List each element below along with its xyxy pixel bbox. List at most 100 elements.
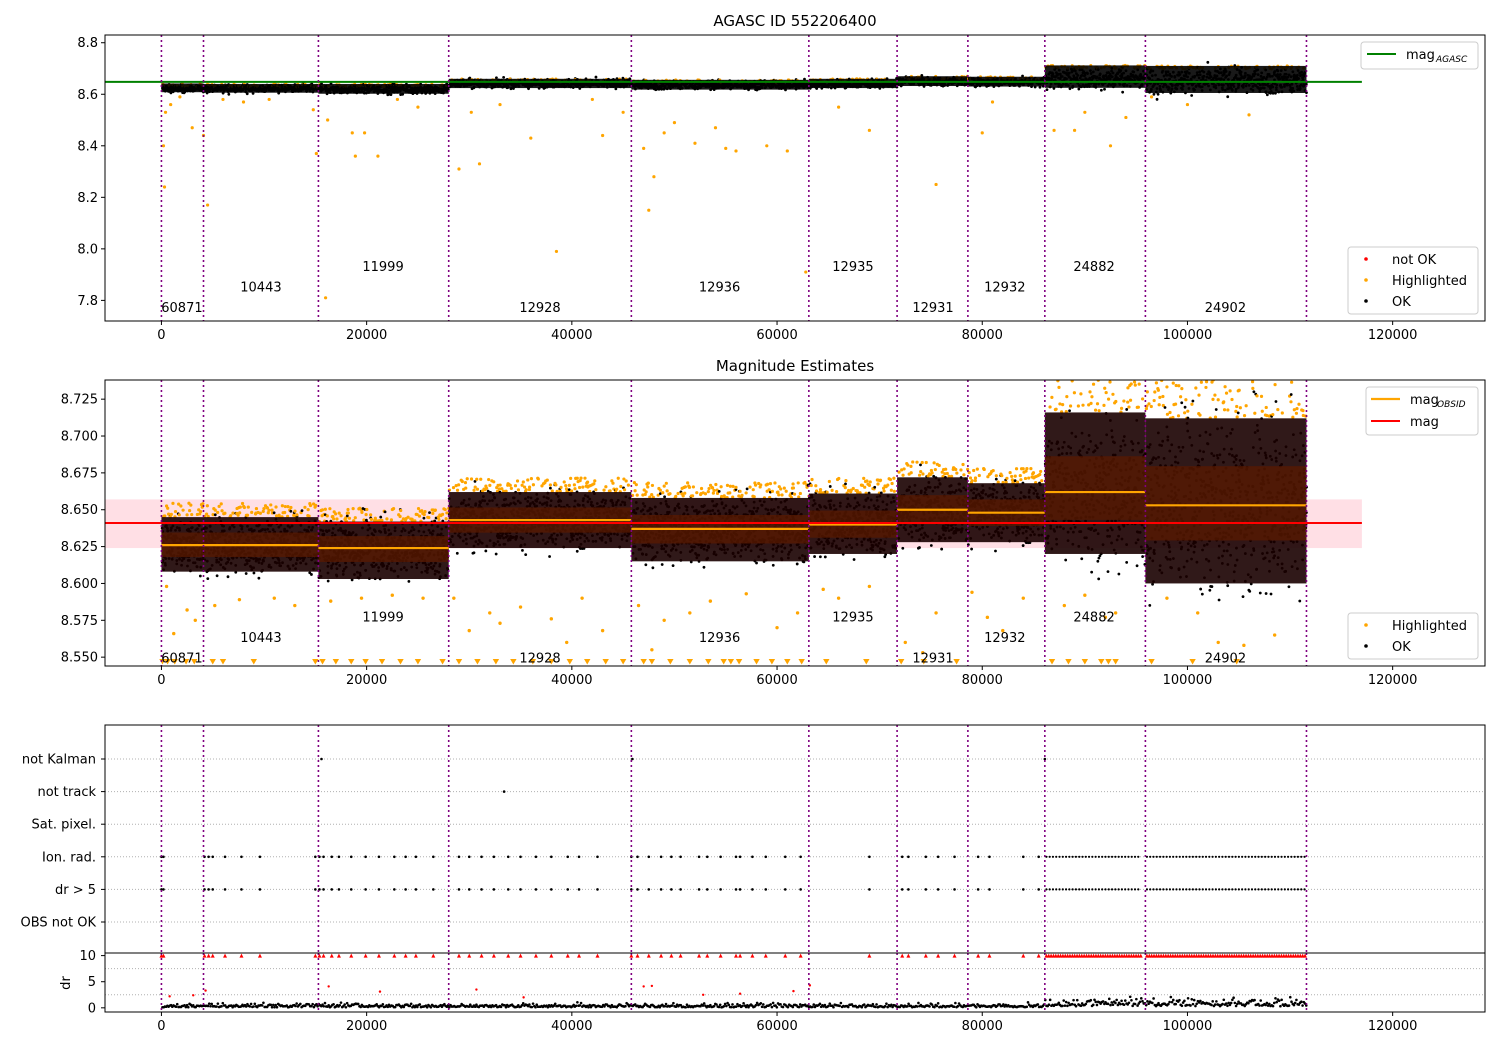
ok-point — [257, 576, 261, 580]
highlighted-point — [223, 511, 227, 515]
agasc-xtick-label: 20000 — [346, 328, 387, 343]
ok-point — [1152, 92, 1156, 96]
agasc-panel: AGASC ID 552206400 608711044311999129281… — [77, 12, 1486, 343]
highlighted-point — [205, 512, 209, 516]
ok-point — [198, 574, 202, 578]
highlighted-point — [346, 511, 350, 515]
legend-upper-box — [1360, 41, 1479, 70]
ok-point — [614, 87, 618, 91]
highlighted-point — [1072, 128, 1077, 132]
agasc-xtick-label: 80000 — [962, 328, 1003, 343]
highlighted-point — [269, 503, 273, 507]
highlighted-point — [161, 144, 166, 148]
highlighted-point — [169, 102, 173, 107]
legend-label: not OK — [1392, 253, 1437, 268]
highlighted-point — [804, 270, 808, 274]
highlighted-point — [934, 182, 938, 187]
ok-point — [1077, 87, 1081, 91]
highlighted-point — [190, 126, 194, 130]
ok-point — [1265, 93, 1269, 97]
highlighted-point — [265, 506, 270, 510]
ok-cloud — [161, 83, 204, 93]
highlighted-point — [258, 511, 262, 515]
highlighted-point — [289, 505, 293, 510]
highlighted-point — [236, 513, 240, 517]
agasc-frame — [104, 34, 1486, 322]
ok-point — [206, 577, 210, 580]
highlighted-point — [335, 517, 339, 521]
ok-point — [920, 74, 924, 77]
legend-mag-agasc-sub: AGASC — [1435, 55, 1468, 65]
highlighted-point — [323, 507, 327, 511]
highlighted-point — [1124, 115, 1128, 120]
highlighted-point — [362, 131, 367, 135]
highlighted-point — [303, 505, 307, 509]
highlighted-point — [713, 126, 718, 130]
highlighted-point — [337, 511, 341, 515]
ok-point — [226, 575, 230, 579]
highlighted-point — [286, 505, 290, 509]
agasc-panel-title: AGASC ID 552206400 — [713, 12, 876, 30]
highlighted-point — [219, 502, 223, 506]
highlighted-point — [1108, 144, 1113, 148]
highlighted-point — [283, 504, 287, 509]
ok-point — [1226, 95, 1230, 99]
agasc-ytick-label: 8.0 — [77, 242, 98, 257]
highlighted-point — [171, 501, 175, 505]
ok-cloud — [1145, 65, 1307, 93]
highlighted-point — [331, 514, 335, 519]
highlighted-point — [990, 100, 995, 104]
agasc-panel-axes: 0 20000 40000 60000 80000 100000 1200007.88.08… — [77, 34, 1486, 343]
highlighted-point — [166, 506, 170, 510]
highlighted-point — [293, 509, 297, 513]
agasc-xtick-label: 120000 — [1368, 328, 1418, 343]
ok-point — [1068, 87, 1072, 91]
highlighted-point — [328, 507, 332, 511]
ok-point — [289, 509, 293, 513]
highlighted-point — [163, 514, 167, 518]
obsid-label: 24902 — [1205, 301, 1246, 316]
highlighted-point — [320, 508, 325, 512]
ok-cloud — [631, 79, 809, 90]
highlighted-point — [307, 514, 311, 518]
obsid-label: 11999 — [362, 260, 403, 275]
agasc-xtick-label: 100000 — [1163, 328, 1213, 343]
highlighted-point — [326, 118, 330, 122]
highlighted-point — [231, 511, 235, 515]
highlighted-point — [205, 504, 209, 508]
highlighted-point — [621, 110, 625, 114]
highlighted-point — [177, 502, 181, 506]
highlighted-point — [529, 136, 533, 140]
highlighted-point — [498, 102, 502, 107]
highlighted-point — [325, 514, 329, 518]
highlighted-point — [246, 505, 250, 509]
legend-label: OK — [1392, 295, 1411, 310]
obsid-label: 12935 — [832, 260, 873, 275]
highlighted-point — [270, 508, 274, 512]
ok-cloud — [448, 78, 632, 89]
obsid-label: 10443 — [240, 281, 281, 296]
highlighted-point — [292, 513, 296, 517]
highlighted-point — [554, 249, 559, 254]
highlighted-point — [350, 131, 354, 135]
obsid-label: 24882 — [1073, 260, 1114, 275]
highlighted-point — [245, 513, 250, 517]
highlighted-point — [724, 146, 728, 150]
agasc-xtick-label: 40000 — [551, 328, 592, 343]
highlighted-point — [240, 501, 245, 506]
agasc-ytick-label: 8.4 — [77, 139, 98, 154]
highlighted-point — [477, 162, 482, 166]
ok-point — [1121, 90, 1125, 94]
highlighted-point — [267, 508, 271, 512]
ok-point — [252, 571, 256, 575]
magnitude-panel-plot-area: 6087110443119991292812936129351293112932… — [105, 380, 1362, 666]
obsid-label: 12936 — [699, 281, 740, 296]
highlighted-point — [162, 185, 167, 189]
highlighted-point — [416, 105, 420, 109]
highlighted-point — [346, 507, 350, 512]
highlighted-point — [867, 128, 871, 132]
legend-lower-box — [1347, 246, 1479, 315]
ok-point — [1038, 85, 1042, 89]
ok-point — [1155, 97, 1159, 101]
highlighted-point — [229, 514, 233, 518]
